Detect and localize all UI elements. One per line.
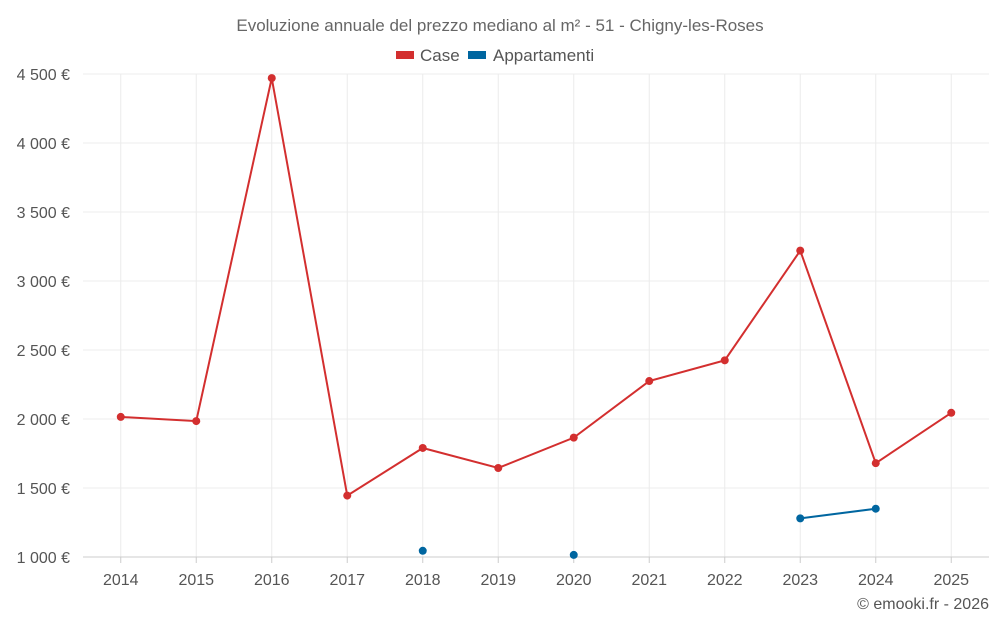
x-axis: 2014 2015 2016 2017 2018 2019 2020 2021 2022 2023… — [83, 556, 989, 589]
data-point-appartamenti[interactable] — [871, 504, 880, 513]
legend-swatch-case — [396, 51, 414, 59]
legend: Case Appartamenti — [396, 46, 594, 65]
data-point-case[interactable] — [494, 463, 503, 472]
y-tick-label: 3 500 € — [17, 205, 70, 222]
data-point-case[interactable] — [343, 491, 352, 500]
grid — [83, 73, 989, 557]
x-tick-label: 2022 — [707, 572, 743, 589]
y-axis: 1 000 € 1 500 € 2 000 € 2 500 € 3 000 € 3 500… — [17, 67, 70, 567]
x-tick-label: 2019 — [480, 572, 516, 589]
series-line-appartamenti — [800, 507, 876, 520]
data-point-case[interactable] — [569, 433, 578, 442]
data-point-appartamenti[interactable] — [796, 514, 805, 523]
y-tick-label: 1 000 € — [17, 550, 70, 567]
data-point-case[interactable] — [116, 412, 125, 421]
x-tick-label: 2020 — [556, 572, 592, 589]
data-point-case[interactable] — [267, 74, 276, 83]
series-layer — [116, 74, 956, 559]
legend-item-case[interactable]: Case — [396, 46, 460, 65]
y-tick-label: 2 500 € — [17, 343, 70, 360]
x-tick-label: 2016 — [254, 572, 290, 589]
data-point-case[interactable] — [192, 417, 201, 426]
data-point-case[interactable] — [796, 246, 805, 255]
data-point-case[interactable] — [418, 443, 427, 452]
chart-title: Evoluzione annuale del prezzo mediano al… — [236, 16, 763, 35]
x-tick-label: 2018 — [405, 572, 441, 589]
x-tick-label: 2017 — [329, 572, 365, 589]
legend-item-appartamenti[interactable]: Appartamenti — [468, 46, 594, 65]
data-point-case[interactable] — [947, 408, 956, 417]
legend-label-appartamenti: Appartamenti — [493, 46, 594, 65]
y-tick-label: 2 000 € — [17, 412, 70, 429]
legend-label-case: Case — [420, 46, 460, 65]
x-tick-label: 2023 — [782, 572, 818, 589]
data-point-appartamenti[interactable] — [569, 550, 578, 559]
x-tick-label: 2025 — [933, 572, 969, 589]
data-point-case[interactable] — [720, 356, 729, 365]
data-point-case[interactable] — [645, 377, 654, 386]
credit-text: © emooki.fr - 2026 — [857, 596, 989, 613]
x-tick-label: 2015 — [178, 572, 214, 589]
data-point-case[interactable] — [871, 459, 880, 468]
y-tick-label: 3 000 € — [17, 274, 70, 291]
data-point-appartamenti[interactable] — [418, 546, 427, 555]
series-line-case — [120, 77, 952, 498]
x-tick-label: 2024 — [858, 572, 894, 589]
x-tick-label: 2021 — [631, 572, 667, 589]
y-tick-label: 1 500 € — [17, 481, 70, 498]
y-tick-label: 4 500 € — [17, 67, 70, 84]
x-tick-label: 2014 — [103, 572, 139, 589]
y-tick-label: 4 000 € — [17, 136, 70, 153]
legend-swatch-appartamenti — [468, 51, 486, 59]
